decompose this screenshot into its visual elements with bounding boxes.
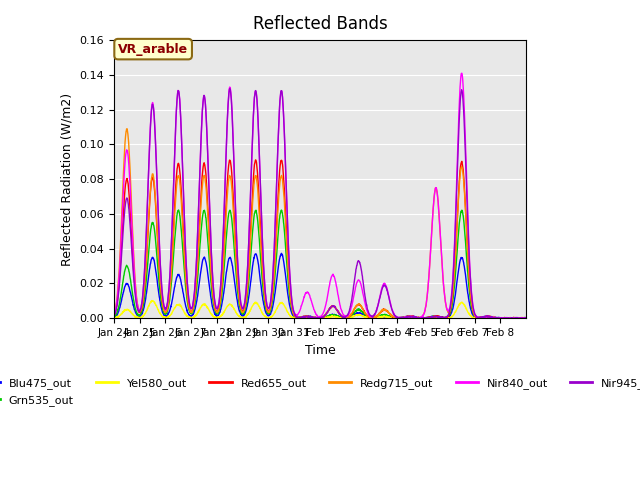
Blu475_out — [297, 315, 305, 321]
Grn535_out — [118, 287, 125, 293]
Blu475_out — [278, 251, 285, 256]
Grn535_out — [321, 314, 329, 320]
Nir840_out — [496, 315, 504, 321]
Nir945_out — [496, 315, 504, 321]
Nir945_out — [184, 285, 191, 290]
Line: Blu475_out: Blu475_out — [114, 253, 526, 318]
Yel580_out — [148, 298, 156, 303]
Legend: Blu475_out, Grn535_out, Yel580_out, Red655_out, Redg715_out, Nir840_out, Nir945_: Blu475_out, Grn535_out, Yel580_out, Red6… — [0, 374, 640, 410]
Nir840_out — [394, 314, 402, 320]
Red655_out — [294, 315, 302, 321]
Red655_out — [184, 295, 191, 300]
X-axis label: Time: Time — [305, 344, 335, 357]
Blu475_out — [395, 315, 403, 321]
Blu475_out — [496, 315, 504, 321]
Redg715_out — [496, 315, 504, 321]
Redg715_out — [321, 312, 329, 318]
Red655_out — [297, 315, 305, 321]
Nir840_out — [399, 315, 406, 321]
Nir945_out — [395, 315, 403, 321]
Nir945_out — [522, 315, 530, 321]
Nir945_out — [118, 250, 125, 256]
Yel580_out — [134, 315, 141, 321]
Blu475_out — [522, 315, 530, 321]
Nir945_out — [110, 313, 118, 319]
Nir840_out — [296, 306, 304, 312]
Nir840_out — [458, 71, 465, 76]
Redg715_out — [118, 213, 125, 219]
Nir945_out — [226, 86, 234, 92]
Line: Redg715_out: Redg715_out — [114, 129, 526, 318]
Y-axis label: Reflected Radiation (W/m2): Reflected Radiation (W/m2) — [61, 93, 74, 266]
Red655_out — [522, 315, 530, 321]
Text: VR_arable: VR_arable — [118, 43, 188, 56]
Nir840_out — [184, 285, 191, 290]
Grn535_out — [522, 315, 530, 321]
Redg715_out — [184, 299, 192, 304]
Redg715_out — [297, 314, 305, 320]
Grn535_out — [175, 207, 182, 213]
Grn535_out — [496, 315, 504, 321]
Blu475_out — [118, 297, 125, 302]
Redg715_out — [522, 315, 530, 321]
Redg715_out — [124, 126, 131, 132]
Blu475_out — [321, 315, 329, 321]
Nir945_out — [295, 315, 303, 321]
Title: Reflected Bands: Reflected Bands — [253, 15, 387, 33]
Nir840_out — [118, 225, 125, 230]
Nir945_out — [297, 315, 305, 321]
Red655_out — [110, 312, 118, 318]
Grn535_out — [184, 302, 192, 308]
Nir840_out — [110, 312, 118, 318]
Yel580_out — [118, 311, 125, 317]
Blu475_out — [110, 314, 118, 320]
Yel580_out — [395, 315, 403, 321]
Redg715_out — [312, 315, 319, 321]
Red655_out — [321, 312, 329, 318]
Nir840_out — [321, 306, 328, 312]
Grn535_out — [395, 315, 403, 321]
Red655_out — [118, 240, 125, 246]
Nir840_out — [522, 315, 530, 321]
Yel580_out — [184, 314, 192, 320]
Grn535_out — [297, 315, 305, 321]
Line: Yel580_out: Yel580_out — [114, 300, 526, 318]
Redg715_out — [395, 315, 403, 321]
Line: Nir945_out: Nir945_out — [114, 89, 526, 318]
Red655_out — [496, 315, 504, 321]
Line: Grn535_out: Grn535_out — [114, 210, 526, 318]
Redg715_out — [110, 311, 118, 317]
Red655_out — [252, 157, 260, 163]
Yel580_out — [496, 315, 504, 321]
Blu475_out — [292, 315, 300, 321]
Yel580_out — [110, 315, 118, 321]
Yel580_out — [297, 315, 305, 321]
Grn535_out — [110, 314, 118, 320]
Line: Red655_out: Red655_out — [114, 160, 526, 318]
Nir945_out — [321, 312, 329, 318]
Line: Nir840_out: Nir840_out — [114, 73, 526, 318]
Yel580_out — [321, 314, 329, 320]
Red655_out — [395, 315, 403, 321]
Yel580_out — [522, 315, 530, 321]
Blu475_out — [184, 310, 191, 315]
Grn535_out — [312, 315, 320, 321]
